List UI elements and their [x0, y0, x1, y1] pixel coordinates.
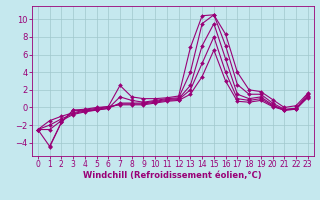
X-axis label: Windchill (Refroidissement éolien,°C): Windchill (Refroidissement éolien,°C) — [84, 171, 262, 180]
